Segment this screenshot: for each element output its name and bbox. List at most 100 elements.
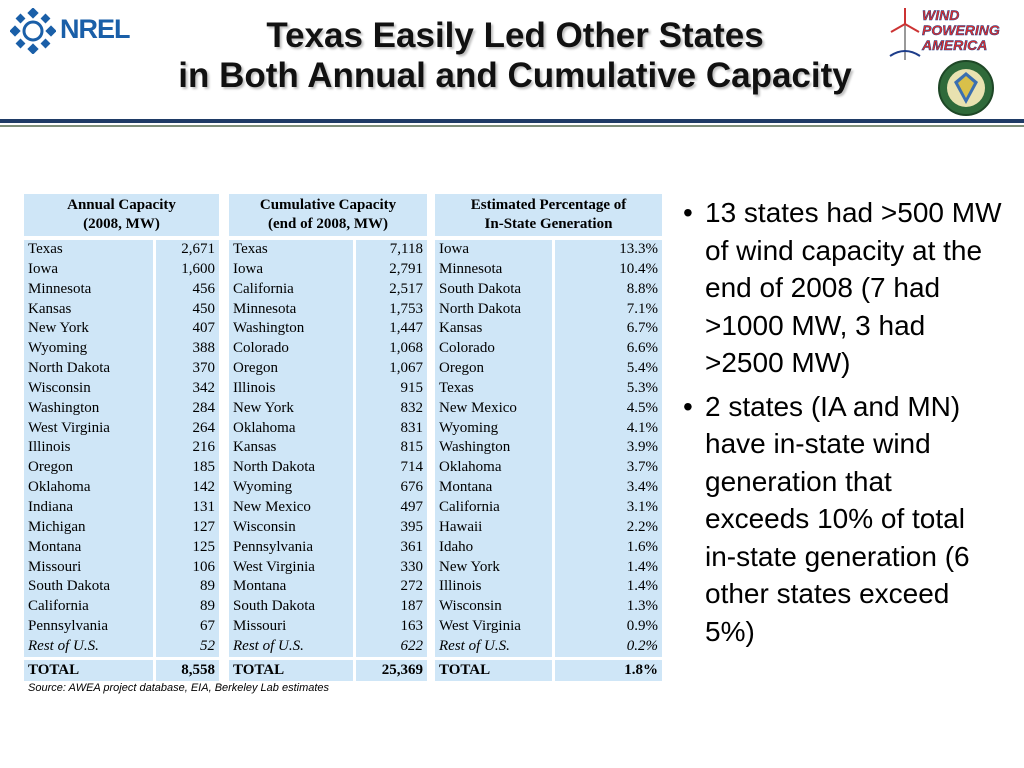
table-cell-state: Idaho [439,538,474,555]
table-cell-value: 6.6% [626,340,658,357]
table-cell-state: Kansas [28,300,72,317]
table-cell-state: Washington [439,439,511,456]
table-cell-state: Oklahoma [439,459,502,476]
total-label: TOTAL [24,659,153,681]
wind-logo-line-3: AMERICA [922,37,988,53]
table-cell-state: Colorado [233,340,289,357]
table-cell-value: 0.9% [626,618,658,635]
value-column: 2,671 1,600 456 450 407 388 370 342 284 264 216 185… [156,240,219,657]
table-cell-state: Minnesota [439,260,503,277]
table-cell-state: South Dakota [233,598,316,615]
table-cell-state: Wyoming [439,419,499,436]
table-cell-state: Montana [439,479,493,496]
table-cell-state: Rest of U.S. [439,637,510,654]
table-cell-state: Wisconsin [28,379,91,396]
table-cell-value: 1,753 [389,300,423,317]
table-cell-state: New York [233,399,294,416]
table-cell-value: 7,118 [389,241,423,257]
table-cell-state: Minnesota [233,300,297,317]
table-cell-state: West Virginia [439,618,521,635]
table-cell-state: Rest of U.S. [28,637,99,654]
table-cell-value: 8.8% [626,280,658,297]
table-cell-value: 832 [400,399,424,416]
table-cell-state: Texas [233,241,268,257]
total-row: TOTAL 25,369 [229,659,427,681]
table-cell-value: 497 [400,498,424,515]
table-cell-value: 131 [192,498,216,515]
table-cell-state: Pennsylvania [28,618,108,635]
wind-logo-line-1: WIND [922,7,960,23]
bullet-text: 2 states (IA and MN) have in-state wind … [705,390,970,647]
table-cell-value: 187 [400,598,424,615]
table-cell-value: 1,068 [389,340,423,357]
table-cell-state: Michigan [28,518,86,535]
total-row: TOTAL 8,558 [24,659,219,681]
table-cell-state: Wyoming [28,340,88,357]
annual-capacity-header: Annual Capacity (2008, MW) [24,194,219,236]
table-cell-state: Iowa [439,241,469,257]
table-cell-state: Missouri [28,558,82,575]
table-cell-value: 2.2% [626,518,658,535]
total-row: TOTAL 1.8% [435,659,662,681]
table-cell-value: 5.3% [626,379,658,396]
cumulative-capacity-table: Cumulative Capacity (end of 2008, MW) Tex… [229,194,427,681]
table-cell-value: 163 [400,618,424,635]
table-cell-value: 370 [192,360,216,377]
table-cell-value: 330 [400,558,424,575]
table-cell-state: Colorado [439,340,495,357]
table-cell-state: Kansas [233,439,277,456]
table-cell-value: 2,517 [389,280,423,297]
table-cell-state: Rest of U.S. [233,637,304,654]
bullet-list: • 13 states had >500 MW of wind capacity… [683,194,1003,656]
table-cell-value: 714 [400,459,424,476]
table-cell-value: 13.3% [619,241,658,257]
table-cell-value: 1,067 [389,360,423,377]
table-cell-state: Minnesota [28,280,92,297]
table-cell-value: 1.3% [626,598,658,615]
table-cell-state: Texas [439,379,474,396]
table-cell-value: 272 [400,578,424,595]
source-note: Source: AWEA project database, EIA, Berk… [28,682,330,694]
generation-percentage-header: Estimated Percentage of In-State Generati… [435,194,662,236]
table-cell-state: Hawaii [439,518,483,535]
table-cell-state: Wyoming [233,479,293,496]
wind-turbine-icon [889,8,921,60]
table-cell-state: Montana [233,578,287,595]
table-cell-value: 5.4% [626,360,658,377]
table-cell-state: California [233,280,294,297]
table-cell-value: 127 [192,518,216,535]
table-cell-state: North Dakota [28,360,111,377]
table-cell-state: North Dakota [439,300,522,317]
value-column: 7,118 2,791 2,517 1,753 1,447 1,068 1,067 915 83… [356,240,427,657]
table-cell-value: 622 [400,637,424,654]
slide-title: Texas Easily Led Other States in Both An… [120,16,910,96]
table-cell-value: 342 [192,379,216,396]
table-cell-state: California [439,498,500,515]
table-cell-value: 395 [400,518,424,535]
state-column: Texas Iowa Minnesota Kansas New York Wyoming N… [24,240,153,657]
table-cell-value: 6.7% [626,320,658,337]
table-cell-value: 831 [400,419,424,436]
bullet-text: 13 states had >500 MW of wind capacity a… [705,197,1002,378]
table-cell-state: New Mexico [439,399,517,416]
total-label: TOTAL [435,659,552,681]
table-cell-state: Washington [28,399,100,416]
table-header-line: In-State Generation [484,216,613,232]
table-cell-state: New York [439,558,500,575]
total-value: 1.8% [555,659,662,681]
nrel-logo: NREL [10,8,130,54]
table-cell-value: 815 [400,439,424,456]
table-cell-state: Missouri [233,618,287,635]
table-cell-state: New York [28,320,89,337]
table-cell-value: 125 [192,538,216,555]
table-cell-value: 89 [200,578,215,595]
annual-capacity-table: Annual Capacity (2008, MW) Texas Iowa Minne… [24,194,219,681]
table-header-line: Annual Capacity [67,197,176,213]
table-cell-value: 1.4% [626,558,658,575]
table-cell-value: 2,791 [389,260,423,277]
table-cell-value: 216 [192,439,216,456]
table-cell-state: Pennsylvania [233,538,313,555]
bullet-dot-icon: • [683,390,693,422]
wind-logo-text: WIND POWERING AMERICA [922,7,1000,53]
table-cell-value: 361 [400,538,424,555]
